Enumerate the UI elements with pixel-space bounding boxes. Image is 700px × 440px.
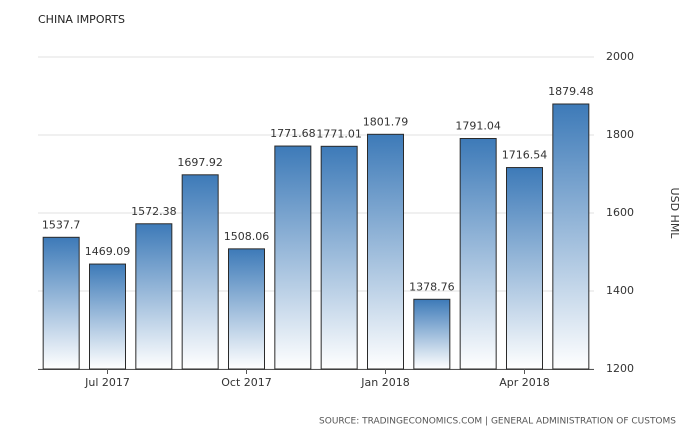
value-label: 1801.79 bbox=[363, 115, 409, 128]
value-label: 1771.01 bbox=[316, 127, 362, 140]
source-note: SOURCE: TRADINGECONOMICS.COM | GENERAL A… bbox=[319, 417, 676, 427]
x-tick-label: Jan 2018 bbox=[360, 376, 409, 389]
value-label: 1378.76 bbox=[409, 280, 455, 293]
value-label: 1716.54 bbox=[502, 149, 548, 162]
value-label: 1572.38 bbox=[131, 205, 177, 218]
bar bbox=[320, 145, 358, 370]
chart-title: CHINA IMPORTS bbox=[38, 13, 125, 26]
bar bbox=[274, 145, 312, 370]
x-tick-label: Jul 2017 bbox=[84, 376, 130, 389]
bar bbox=[459, 137, 497, 370]
bar bbox=[135, 223, 173, 370]
y-tick-label: 1600 bbox=[606, 206, 634, 219]
value-label: 1697.92 bbox=[177, 156, 223, 169]
x-tick-label: Oct 2017 bbox=[221, 376, 272, 389]
bar bbox=[413, 298, 451, 370]
bar bbox=[367, 133, 404, 370]
value-label: 1508.06 bbox=[224, 230, 270, 243]
bar bbox=[552, 103, 590, 370]
value-label: 1791.04 bbox=[455, 119, 501, 132]
y-tick-label: 1800 bbox=[606, 128, 634, 141]
y-tick-label: 2000 bbox=[606, 50, 634, 63]
value-label: 1771.68 bbox=[270, 127, 316, 140]
bar bbox=[181, 174, 219, 370]
bar bbox=[228, 248, 265, 370]
bar bbox=[89, 263, 126, 370]
value-label: 1469.09 bbox=[85, 245, 131, 258]
bar bbox=[42, 236, 80, 370]
y-tick-label: 1200 bbox=[606, 362, 634, 375]
y-tick-label: 1400 bbox=[606, 284, 634, 297]
x-tick-label: Apr 2018 bbox=[499, 376, 550, 389]
value-label: 1537.7 bbox=[42, 218, 81, 231]
bar bbox=[506, 167, 543, 370]
value-label: 1879.48 bbox=[548, 85, 594, 98]
y-axis-label: USD HML bbox=[668, 188, 681, 240]
